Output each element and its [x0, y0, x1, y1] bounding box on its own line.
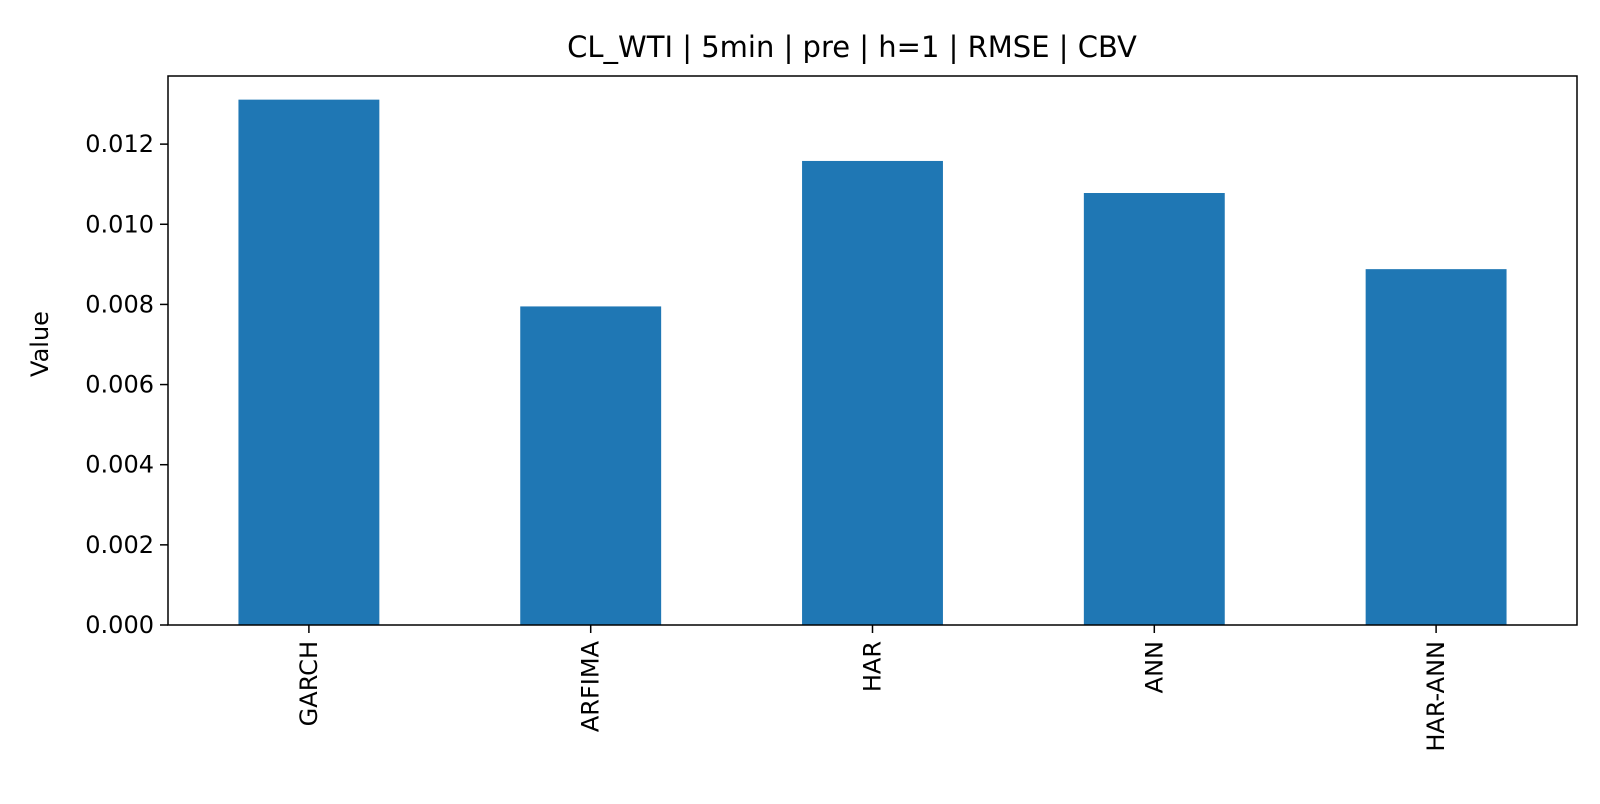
y-tick-label: 0.000 — [85, 611, 154, 639]
bar-har — [802, 160, 943, 625]
plot-frame — [167, 75, 1578, 626]
bar-arfima — [520, 306, 662, 625]
bar-har-ann — [1365, 269, 1507, 625]
bar-garch — [238, 99, 380, 625]
x-tick-label: HAR — [859, 641, 887, 692]
x-tick-label: ARFIMA — [577, 640, 605, 732]
chart-title: CL_WTI | 5min | pre | h=1 | RMSE | CBV — [567, 30, 1137, 64]
bars-layer — [238, 99, 1507, 625]
y-axis-label: Value — [26, 311, 54, 377]
y-tick-label: 0.008 — [85, 290, 154, 318]
y-tick-label: 0.012 — [85, 130, 154, 158]
x-tick-label: GARCH — [295, 641, 323, 726]
y-tick-label: 0.010 — [85, 210, 154, 238]
y-tick-label: 0.002 — [85, 531, 154, 559]
x-tick-label: ANN — [1140, 641, 1168, 693]
axes-layer: GARCH ARFIMA HAR ANN HAR-ANN 0.000 0.002 0.004 0… — [85, 75, 1578, 752]
y-tick-label: 0.004 — [85, 451, 154, 479]
bar-ann — [1083, 193, 1225, 625]
x-tick-label: HAR-ANN — [1422, 641, 1450, 752]
y-tick-label: 0.006 — [85, 371, 154, 399]
